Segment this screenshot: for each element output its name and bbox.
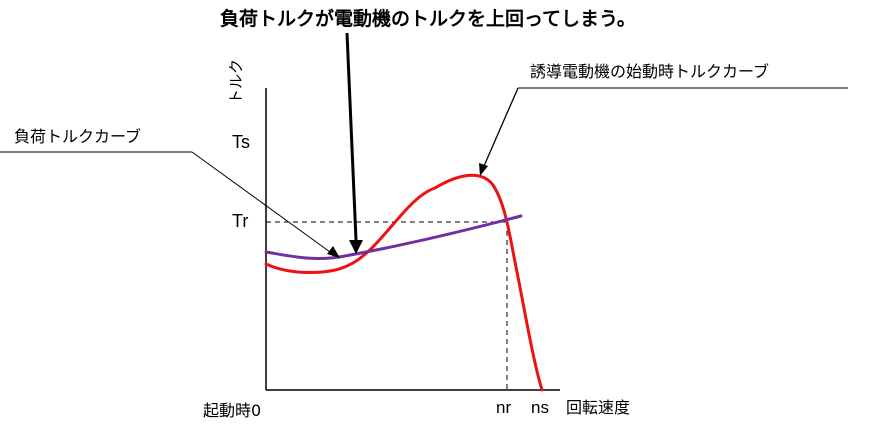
title-arrow (345, 32, 358, 241)
motor-curve-callout-label: 誘導電動機の始動時トルクカーブ (530, 62, 769, 81)
tick-label-ts: Ts (232, 132, 250, 152)
x-axis-label: 回転速度 (566, 398, 630, 417)
tick-label-nr: nr (496, 398, 511, 417)
load-callout-arrowhead (327, 246, 340, 258)
tick-label-tr: Tr (232, 211, 248, 231)
motor-callout-arrowhead (479, 163, 488, 176)
load-torque-curve (264, 214, 523, 261)
load-curve-callout-label: 負荷トルクカーブ (14, 127, 141, 146)
title-arrowhead (349, 240, 363, 254)
load-callout-leader (191, 151, 331, 253)
origin-label: 起動時0 (203, 401, 261, 420)
diagram-title: 負荷トルクが電動機のトルクを上回ってしまう。 (220, 7, 636, 30)
motor-torque-curve (264, 173, 544, 392)
motor-callout-leader (483, 87, 519, 167)
tick-label-ns: ns (531, 398, 549, 417)
y-axis-label: トルク (227, 59, 245, 104)
